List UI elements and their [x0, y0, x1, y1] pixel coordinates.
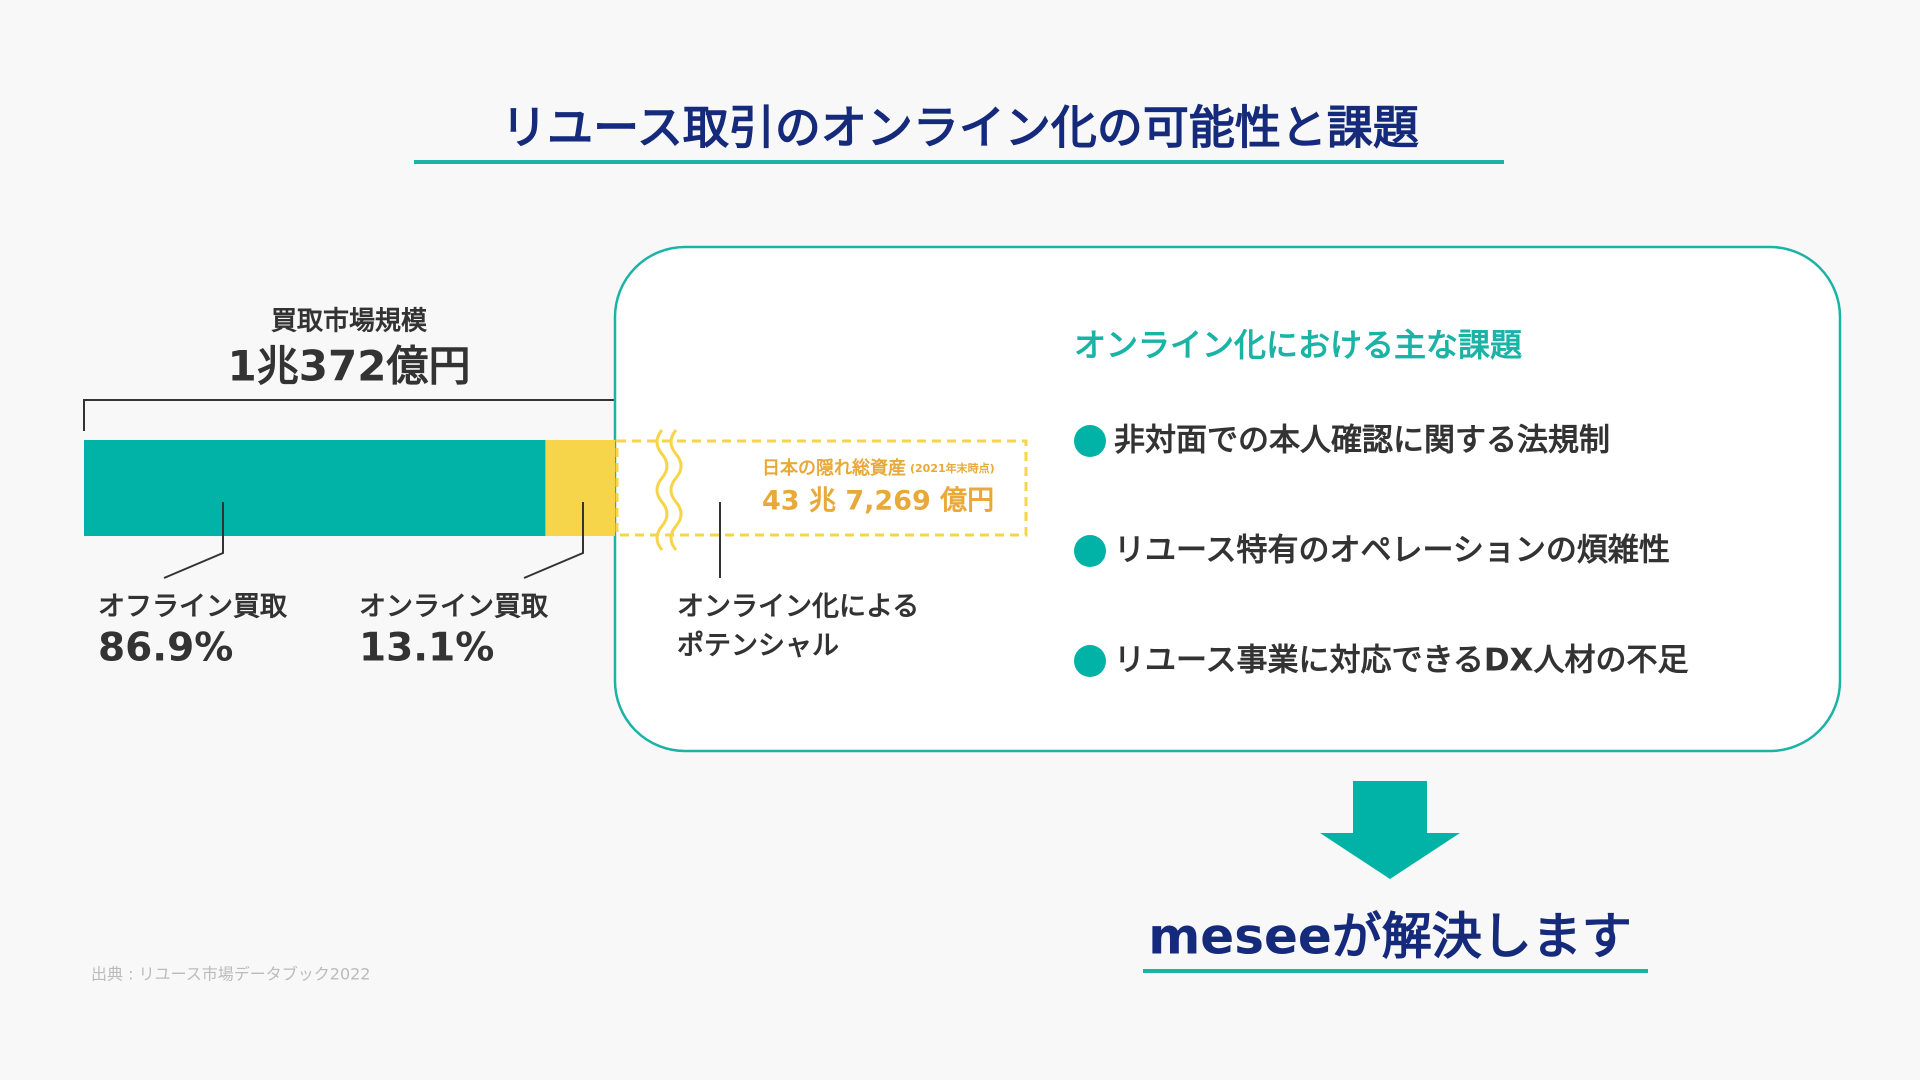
segment-name: オフライン買取 — [98, 592, 288, 623]
potential-box — [615, 439, 1028, 537]
potential-label: ポテンシャル — [677, 631, 839, 662]
bullet — [1074, 425, 1106, 457]
bar-segment — [84, 440, 546, 536]
title-underline — [414, 160, 1504, 164]
issue-item: 非対面での本人確認に関する法規制 — [1114, 423, 1610, 459]
bullet — [1074, 535, 1106, 567]
down-arrow — [1320, 781, 1460, 879]
issue-item: リユース事業に対応できるDX人材の不足 — [1114, 643, 1688, 679]
issue-item: リユース特有のオペレーションの煩雑性 — [1114, 533, 1670, 569]
conclusion: meseeが解決します — [1148, 908, 1632, 966]
wave — [669, 429, 683, 551]
bar-segment — [545, 440, 615, 536]
potential-note: (2021年末時点) — [910, 461, 995, 475]
segment-value: 13.1% — [359, 626, 494, 671]
title: リユース取引のオンライン化の可能性と課題 — [501, 101, 1419, 155]
potential-amount: 43 兆 7,269 億円 — [762, 486, 994, 517]
bullet — [1074, 645, 1106, 677]
bracket — [83, 399, 616, 431]
chart-subtitle: 1兆372億円 — [228, 342, 471, 391]
potential-title: 日本の隠れ総資産 (2021年末時点) — [762, 457, 995, 479]
source: 出典 : リユース市場データブック2022 — [91, 965, 370, 984]
segment-name: オンライン買取 — [359, 592, 549, 623]
panel-heading: オンライン化における主な課題 — [1074, 326, 1522, 364]
potential-title-text: 日本の隠れ総資産 — [762, 457, 906, 479]
chart-title: 買取市場規模 — [271, 306, 428, 337]
wave — [655, 429, 669, 551]
conclusion-underline — [1143, 969, 1648, 973]
potential-label: オンライン化による — [677, 592, 919, 623]
segment-value: 86.9% — [98, 626, 233, 671]
